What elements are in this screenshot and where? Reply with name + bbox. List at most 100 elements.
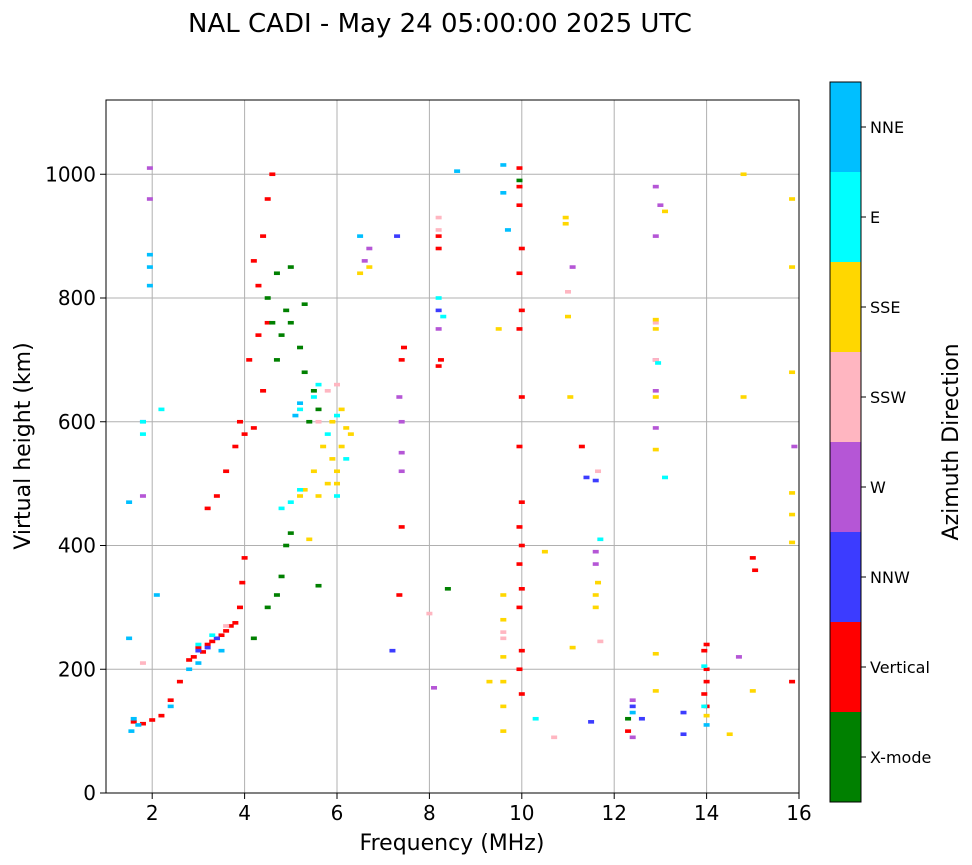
echo-point-e: [334, 413, 340, 418]
echo-point-sse: [789, 540, 796, 545]
echo-point-e: [343, 457, 350, 461]
echo-point-e: [701, 664, 708, 668]
echo-point-sse: [662, 209, 669, 214]
echo-point-x-mode: [273, 358, 280, 362]
echo-point-vertical: [516, 271, 523, 276]
echo-point-ssw: [334, 382, 340, 387]
echo-point-sse: [652, 317, 659, 322]
echo-point-vertical: [516, 184, 523, 189]
colorbar-segment: [830, 172, 861, 262]
echo-point-vertical: [578, 444, 585, 449]
echo-point-ssw: [315, 419, 322, 424]
echo-point-sse: [652, 327, 659, 331]
echo-point-sse: [652, 651, 659, 656]
echo-point-x-mode: [287, 265, 294, 269]
echo-point-vertical: [516, 327, 523, 331]
echo-point-x-mode: [273, 593, 280, 597]
echo-point-vertical: [204, 642, 211, 647]
y-tick-label: 400: [58, 534, 96, 558]
echo-point-w: [435, 327, 442, 331]
echo-point-nnw: [204, 645, 211, 650]
echo-point-vertical: [516, 203, 523, 207]
echo-point-e: [158, 407, 165, 412]
echo-point-nne: [357, 234, 364, 238]
echo-point-vertical: [518, 500, 525, 504]
echo-point-nnw: [638, 716, 645, 721]
echo-point-vertical: [516, 667, 523, 672]
echo-point-sse: [541, 549, 548, 554]
echo-point-x-mode: [250, 636, 257, 641]
echo-point-sse: [652, 689, 659, 693]
y-tick-label: 0: [83, 781, 96, 805]
x-axis-ticks: 2 4 6 8 10 12 14 16: [146, 793, 812, 825]
echo-point-vertical: [703, 642, 710, 647]
echo-point-vertical: [752, 568, 759, 573]
echo-point-x-mode: [516, 178, 523, 183]
echo-point-sse: [652, 447, 659, 452]
echo-point-e: [310, 395, 317, 399]
echo-point-vertical: [518, 395, 525, 399]
echo-point-nnw: [592, 478, 599, 483]
echo-point-vertical: [195, 645, 202, 650]
echo-point-sse: [366, 265, 373, 269]
echo-point-ssw: [139, 661, 146, 665]
echo-point-w: [431, 686, 438, 690]
echo-point-w: [652, 389, 659, 393]
echo-point-sse: [306, 537, 313, 542]
echo-point-vertical: [139, 721, 146, 726]
echo-point-x-mode: [283, 308, 290, 313]
echo-point-vertical: [167, 698, 174, 702]
colorbar-segment: [830, 622, 861, 712]
echo-point-sse: [334, 469, 340, 474]
echo-point-sse: [357, 271, 364, 276]
echo-point-w: [398, 469, 405, 474]
echo-point-w: [361, 259, 368, 263]
echo-point-sse: [789, 265, 796, 269]
echo-point-sse: [500, 729, 507, 733]
echo-point-x-mode: [315, 583, 322, 588]
echo-point-ssw: [435, 215, 442, 220]
echo-point-vertical: [223, 629, 230, 633]
echo-point-sse: [338, 407, 345, 412]
echo-point-w: [146, 197, 153, 201]
echo-point-vertical: [236, 605, 243, 610]
echo-point-vertical: [260, 389, 267, 393]
echo-point-e: [209, 633, 216, 638]
echo-point-w: [629, 698, 636, 702]
echo-point-vertical: [701, 692, 708, 696]
echo-point-ssw: [223, 624, 230, 628]
echo-point-ssw: [435, 228, 442, 232]
echo-point-vertical: [435, 246, 442, 251]
colorbar-tick-label: Vertical: [870, 658, 930, 677]
colorbar-tick-label: X-mode: [870, 748, 931, 767]
colorbar-segment: [830, 262, 861, 352]
echo-point-nnw: [629, 704, 636, 709]
echo-point-e: [287, 500, 294, 504]
echo-point-vertical: [241, 432, 248, 436]
echo-point-x-mode: [301, 370, 308, 375]
echo-point-nnw: [435, 308, 442, 313]
echo-point-x-mode: [287, 320, 294, 325]
grid-lines: [106, 100, 800, 794]
echo-point-vertical: [625, 729, 632, 733]
echo-point-ssw: [597, 639, 604, 644]
colorbar-frame: [829, 81, 862, 803]
echo-point-w: [652, 234, 659, 238]
echo-point-sse: [486, 679, 493, 684]
colorbar-tick-label: SSE: [870, 298, 900, 317]
echo-point-nne: [146, 265, 153, 269]
echo-point-x-mode: [306, 419, 313, 424]
echo-point-vertical: [190, 655, 197, 659]
echo-point-sse: [347, 432, 354, 436]
colorbar-label: Azimuth Direction: [939, 343, 964, 540]
y-axis-label: Virtual height (km): [11, 342, 36, 549]
echo-point-vertical: [518, 246, 525, 251]
colorbar-tick-label: NNW: [870, 568, 910, 587]
echo-point-sse: [495, 327, 502, 331]
echo-point-ssw: [595, 469, 602, 474]
y-axis-ticks: 0 200 400 600 800 1000: [45, 162, 106, 805]
echo-point-vertical: [176, 679, 183, 684]
x-tick-label: 6: [331, 801, 344, 825]
echo-point-vertical: [518, 587, 525, 591]
echo-point-x-mode: [264, 605, 271, 610]
